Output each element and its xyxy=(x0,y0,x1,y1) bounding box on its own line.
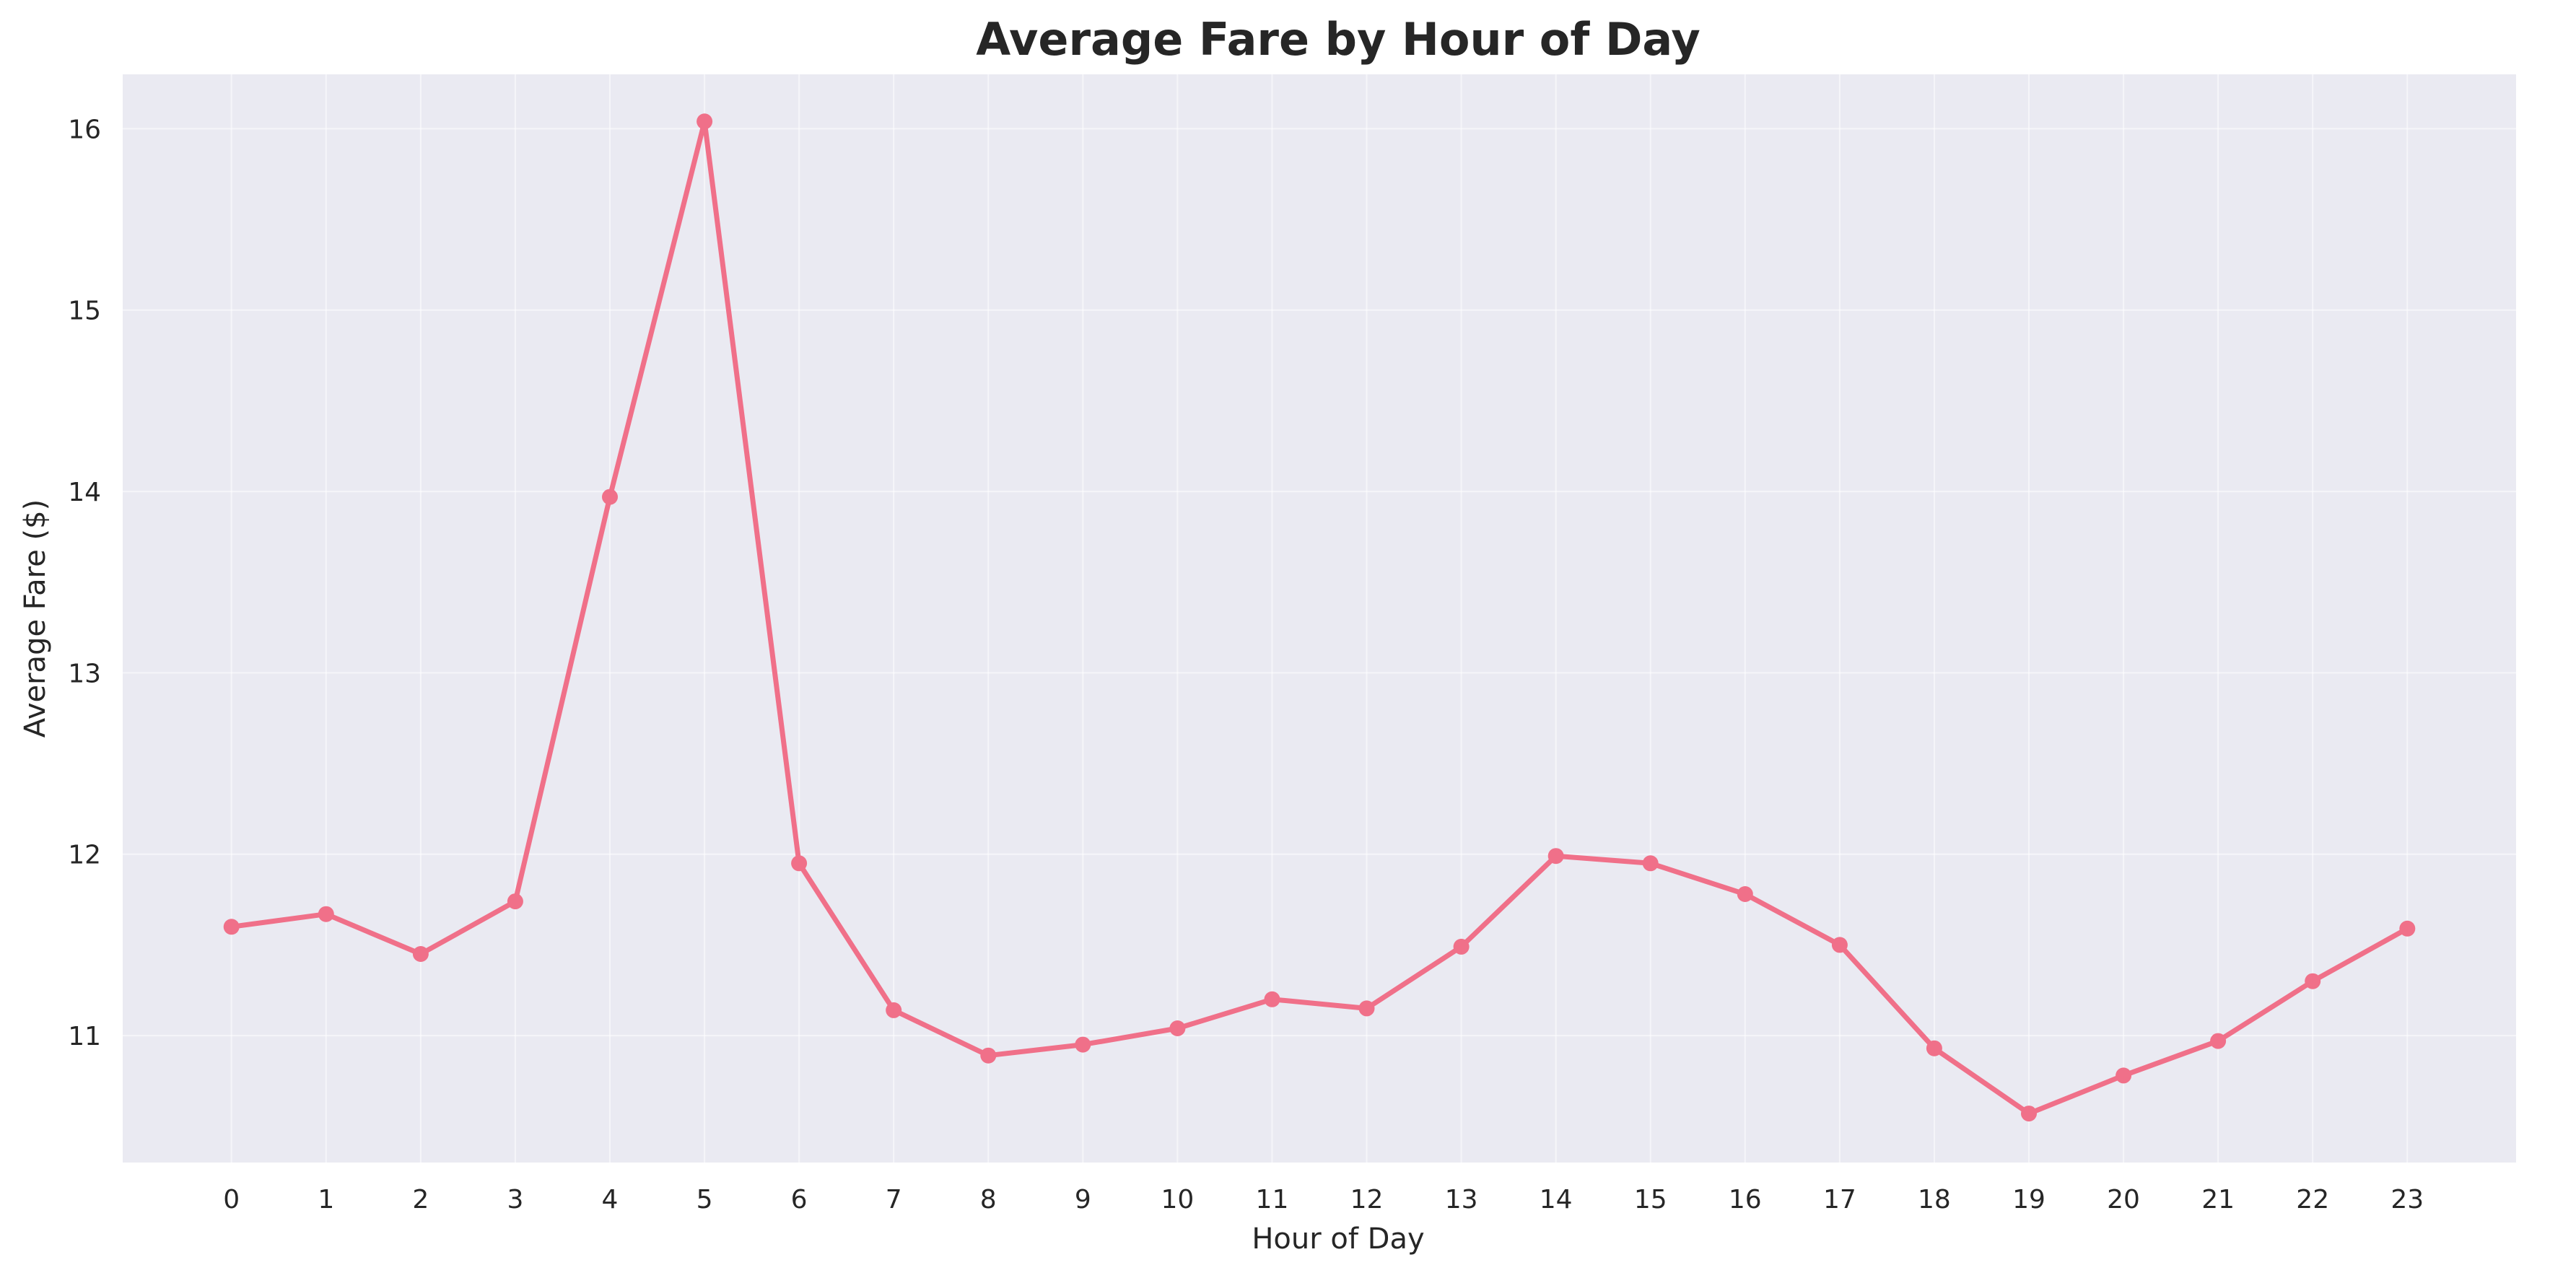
data-point xyxy=(602,489,618,505)
data-point xyxy=(886,1002,902,1018)
y-tick-label: 11 xyxy=(68,1022,101,1051)
x-tick-label: 3 xyxy=(507,1185,523,1214)
data-point xyxy=(2021,1106,2037,1122)
x-tick-label: 12 xyxy=(1350,1185,1384,1214)
x-tick-label: 2 xyxy=(412,1185,429,1214)
data-point xyxy=(791,855,808,872)
x-tick-label: 14 xyxy=(1540,1185,1573,1214)
x-tick-label: 1 xyxy=(318,1185,334,1214)
data-point xyxy=(2399,920,2416,937)
y-tick-label: 15 xyxy=(68,297,101,326)
y-axis-ticks: 11 12 13 14 15 16 xyxy=(68,115,101,1051)
x-tick-label: 19 xyxy=(2012,1185,2045,1214)
x-axis-ticks: 0 1 2 3 4 5 6 7 8 9 10 11 12 13 14 15 16 17 18 19 20 21 22 23 xyxy=(223,1185,2424,1214)
y-tick-label: 13 xyxy=(68,659,101,688)
data-point xyxy=(1075,1036,1091,1053)
x-tick-label: 11 xyxy=(1256,1185,1289,1214)
chart-title: Average Fare by Hour of Day xyxy=(976,13,1700,66)
x-tick-label: 6 xyxy=(791,1185,808,1214)
x-tick-label: 13 xyxy=(1445,1185,1478,1214)
data-point xyxy=(1642,855,1659,872)
data-point xyxy=(2116,1067,2132,1084)
x-tick-label: 4 xyxy=(602,1185,619,1214)
data-point xyxy=(1831,937,1848,953)
data-point xyxy=(1453,938,1470,955)
data-point xyxy=(1169,1020,1186,1036)
x-tick-label: 15 xyxy=(1634,1185,1667,1214)
data-point xyxy=(412,946,429,962)
data-point xyxy=(1358,1000,1375,1017)
plot-area xyxy=(123,74,2516,1163)
data-point xyxy=(1547,848,1564,865)
data-point xyxy=(507,893,523,910)
data-point xyxy=(1737,886,1753,902)
data-point xyxy=(318,906,334,922)
x-tick-label: 17 xyxy=(1823,1185,1856,1214)
x-tick-label: 16 xyxy=(1729,1185,1762,1214)
series-line xyxy=(229,118,2410,1116)
x-tick-label: 23 xyxy=(2391,1185,2424,1214)
data-point xyxy=(223,919,240,935)
data-point xyxy=(2305,973,2321,989)
x-tick-label: 8 xyxy=(980,1185,997,1214)
x-tick-label: 5 xyxy=(697,1185,713,1214)
data-point xyxy=(2210,1033,2227,1049)
x-tick-label: 10 xyxy=(1161,1185,1194,1214)
x-tick-label: 0 xyxy=(223,1185,240,1214)
y-tick-label: 14 xyxy=(68,478,101,507)
x-tick-label: 22 xyxy=(2296,1185,2329,1214)
x-tick-label: 21 xyxy=(2201,1185,2235,1214)
data-point xyxy=(697,113,713,130)
data-point xyxy=(1264,991,1280,1007)
x-tick-label: 18 xyxy=(1918,1185,1951,1214)
series-layer xyxy=(223,113,2416,1122)
y-tick-label: 16 xyxy=(68,115,101,144)
x-tick-label: 20 xyxy=(2107,1185,2140,1214)
x-axis-label: Hour of Day xyxy=(1252,1222,1424,1256)
x-tick-label: 9 xyxy=(1075,1185,1091,1214)
y-axis-label: Average Fare ($) xyxy=(19,499,52,738)
data-point xyxy=(980,1047,997,1064)
y-tick-label: 12 xyxy=(68,841,101,870)
x-tick-label: 7 xyxy=(886,1185,902,1214)
data-point xyxy=(1926,1040,1942,1056)
